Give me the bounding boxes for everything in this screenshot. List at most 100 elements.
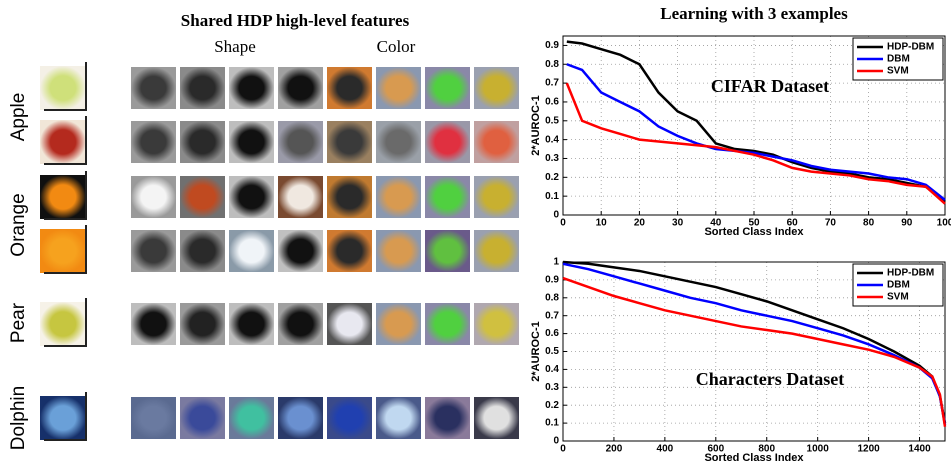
- feature-patch: [376, 303, 421, 345]
- x-tick-label: 200: [606, 444, 623, 455]
- row-label: Apple: [8, 93, 29, 142]
- figure: Shared HDP high-level features Shape Col…: [0, 0, 951, 461]
- feature-patch: [327, 397, 372, 439]
- feature-patch: [376, 230, 421, 272]
- feature-patch: [278, 303, 323, 345]
- feature-patch: [425, 176, 470, 218]
- x-tick-label: 1400: [908, 444, 931, 455]
- feature-patch: [180, 397, 225, 439]
- x-tick-label: 20: [634, 218, 646, 229]
- feature-patch: [327, 121, 372, 163]
- y-axis-label: 2*AUROC-1: [530, 321, 542, 382]
- feature-patch: [131, 303, 176, 345]
- panel-title: Shared HDP high-level features: [181, 11, 410, 30]
- feature-patch: [376, 67, 421, 109]
- feature-patch: [327, 230, 372, 272]
- y-tick-label: 0.7: [545, 310, 559, 321]
- x-tick-label: 80: [863, 218, 875, 229]
- photo: [40, 302, 86, 346]
- photo: [40, 175, 86, 219]
- photo: [40, 229, 86, 273]
- y-tick-label: 0.5: [545, 346, 559, 357]
- y-tick-label: 0.3: [545, 382, 559, 393]
- row-label: Dolphin: [8, 386, 29, 450]
- x-axis-label: Sorted Class Index: [704, 452, 804, 461]
- y-tick-label: 1: [553, 257, 559, 268]
- feature-patch: [229, 397, 274, 439]
- feature-patch: [278, 121, 323, 163]
- y-tick-label: 0: [553, 210, 559, 221]
- feature-patch: [131, 67, 176, 109]
- x-tick-label: 1000: [807, 444, 830, 455]
- y-tick-label: 0.4: [545, 364, 559, 375]
- x-tick-label: 70: [825, 218, 837, 229]
- y-tick-label: 0.6: [545, 328, 559, 339]
- feature-patch: [278, 397, 323, 439]
- legend-label: HDP-DBM: [887, 42, 934, 53]
- feature-patch: [474, 67, 519, 109]
- feature-patch: [229, 67, 274, 109]
- feature-patch: [131, 230, 176, 272]
- x-tick-label: 1200: [857, 444, 880, 455]
- feature-patch: [131, 121, 176, 163]
- y-tick-label: 0.2: [545, 172, 559, 183]
- chart-title: Learning with 3 examples: [660, 4, 848, 23]
- feature-patch: [376, 121, 421, 163]
- feature-patch: [229, 303, 274, 345]
- y-tick-label: 0.1: [545, 418, 559, 429]
- feature-patch: [180, 121, 225, 163]
- feature-patch: [425, 397, 470, 439]
- y-tick-label: 0.6: [545, 97, 559, 108]
- feature-patch: [327, 303, 372, 345]
- feature-patch: [131, 397, 176, 439]
- row-label: Orange: [8, 193, 29, 256]
- y-tick-label: 0.1: [545, 191, 559, 202]
- feature-patch: [278, 230, 323, 272]
- y-tick-label: 0.9: [545, 40, 559, 51]
- legend-label: DBM: [887, 280, 910, 291]
- feature-patch: [180, 176, 225, 218]
- feature-patch: [425, 230, 470, 272]
- x-tick-label: 100: [937, 218, 951, 229]
- annotation: CIFAR Dataset: [711, 76, 829, 96]
- y-tick-label: 0.4: [545, 134, 559, 145]
- x-tick-label: 0: [560, 218, 566, 229]
- feature-patch: [425, 67, 470, 109]
- feature-patch: [229, 230, 274, 272]
- feature-patch: [474, 176, 519, 218]
- legend-label: HDP-DBM: [887, 268, 934, 279]
- x-axis-label: Sorted Class Index: [704, 226, 804, 238]
- feature-patch: [180, 67, 225, 109]
- legend-label: DBM: [887, 54, 910, 65]
- y-tick-label: 0.3: [545, 153, 559, 164]
- legend-label: SVM: [887, 66, 909, 77]
- feature-patch: [376, 176, 421, 218]
- feature-patch: [229, 176, 274, 218]
- x-tick-label: 90: [901, 218, 913, 229]
- feature-patch: [474, 303, 519, 345]
- y-tick-label: 0.8: [545, 59, 559, 70]
- x-tick-label: 30: [672, 218, 684, 229]
- feature-patch: [180, 303, 225, 345]
- x-tick-label: 10: [596, 218, 608, 229]
- y-axis-label: 2*AUROC-1: [530, 95, 542, 156]
- photo: [40, 66, 86, 110]
- feature-patch: [425, 303, 470, 345]
- photo: [40, 120, 86, 164]
- feature-patch: [131, 176, 176, 218]
- feature-patch: [474, 121, 519, 163]
- column-label: Shape: [214, 37, 256, 56]
- feature-patch: [278, 67, 323, 109]
- y-tick-label: 0.5: [545, 115, 559, 126]
- feature-patch: [327, 67, 372, 109]
- feature-patch: [278, 176, 323, 218]
- feature-patch: [229, 121, 274, 163]
- feature-patch: [327, 176, 372, 218]
- image-grid: [40, 62, 519, 440]
- feature-patch: [376, 397, 421, 439]
- x-tick-label: 0: [560, 444, 566, 455]
- y-tick-label: 0: [553, 436, 559, 447]
- y-tick-label: 0.7: [545, 78, 559, 89]
- annotation: Characters Dataset: [696, 369, 844, 389]
- legend-label: SVM: [887, 292, 909, 303]
